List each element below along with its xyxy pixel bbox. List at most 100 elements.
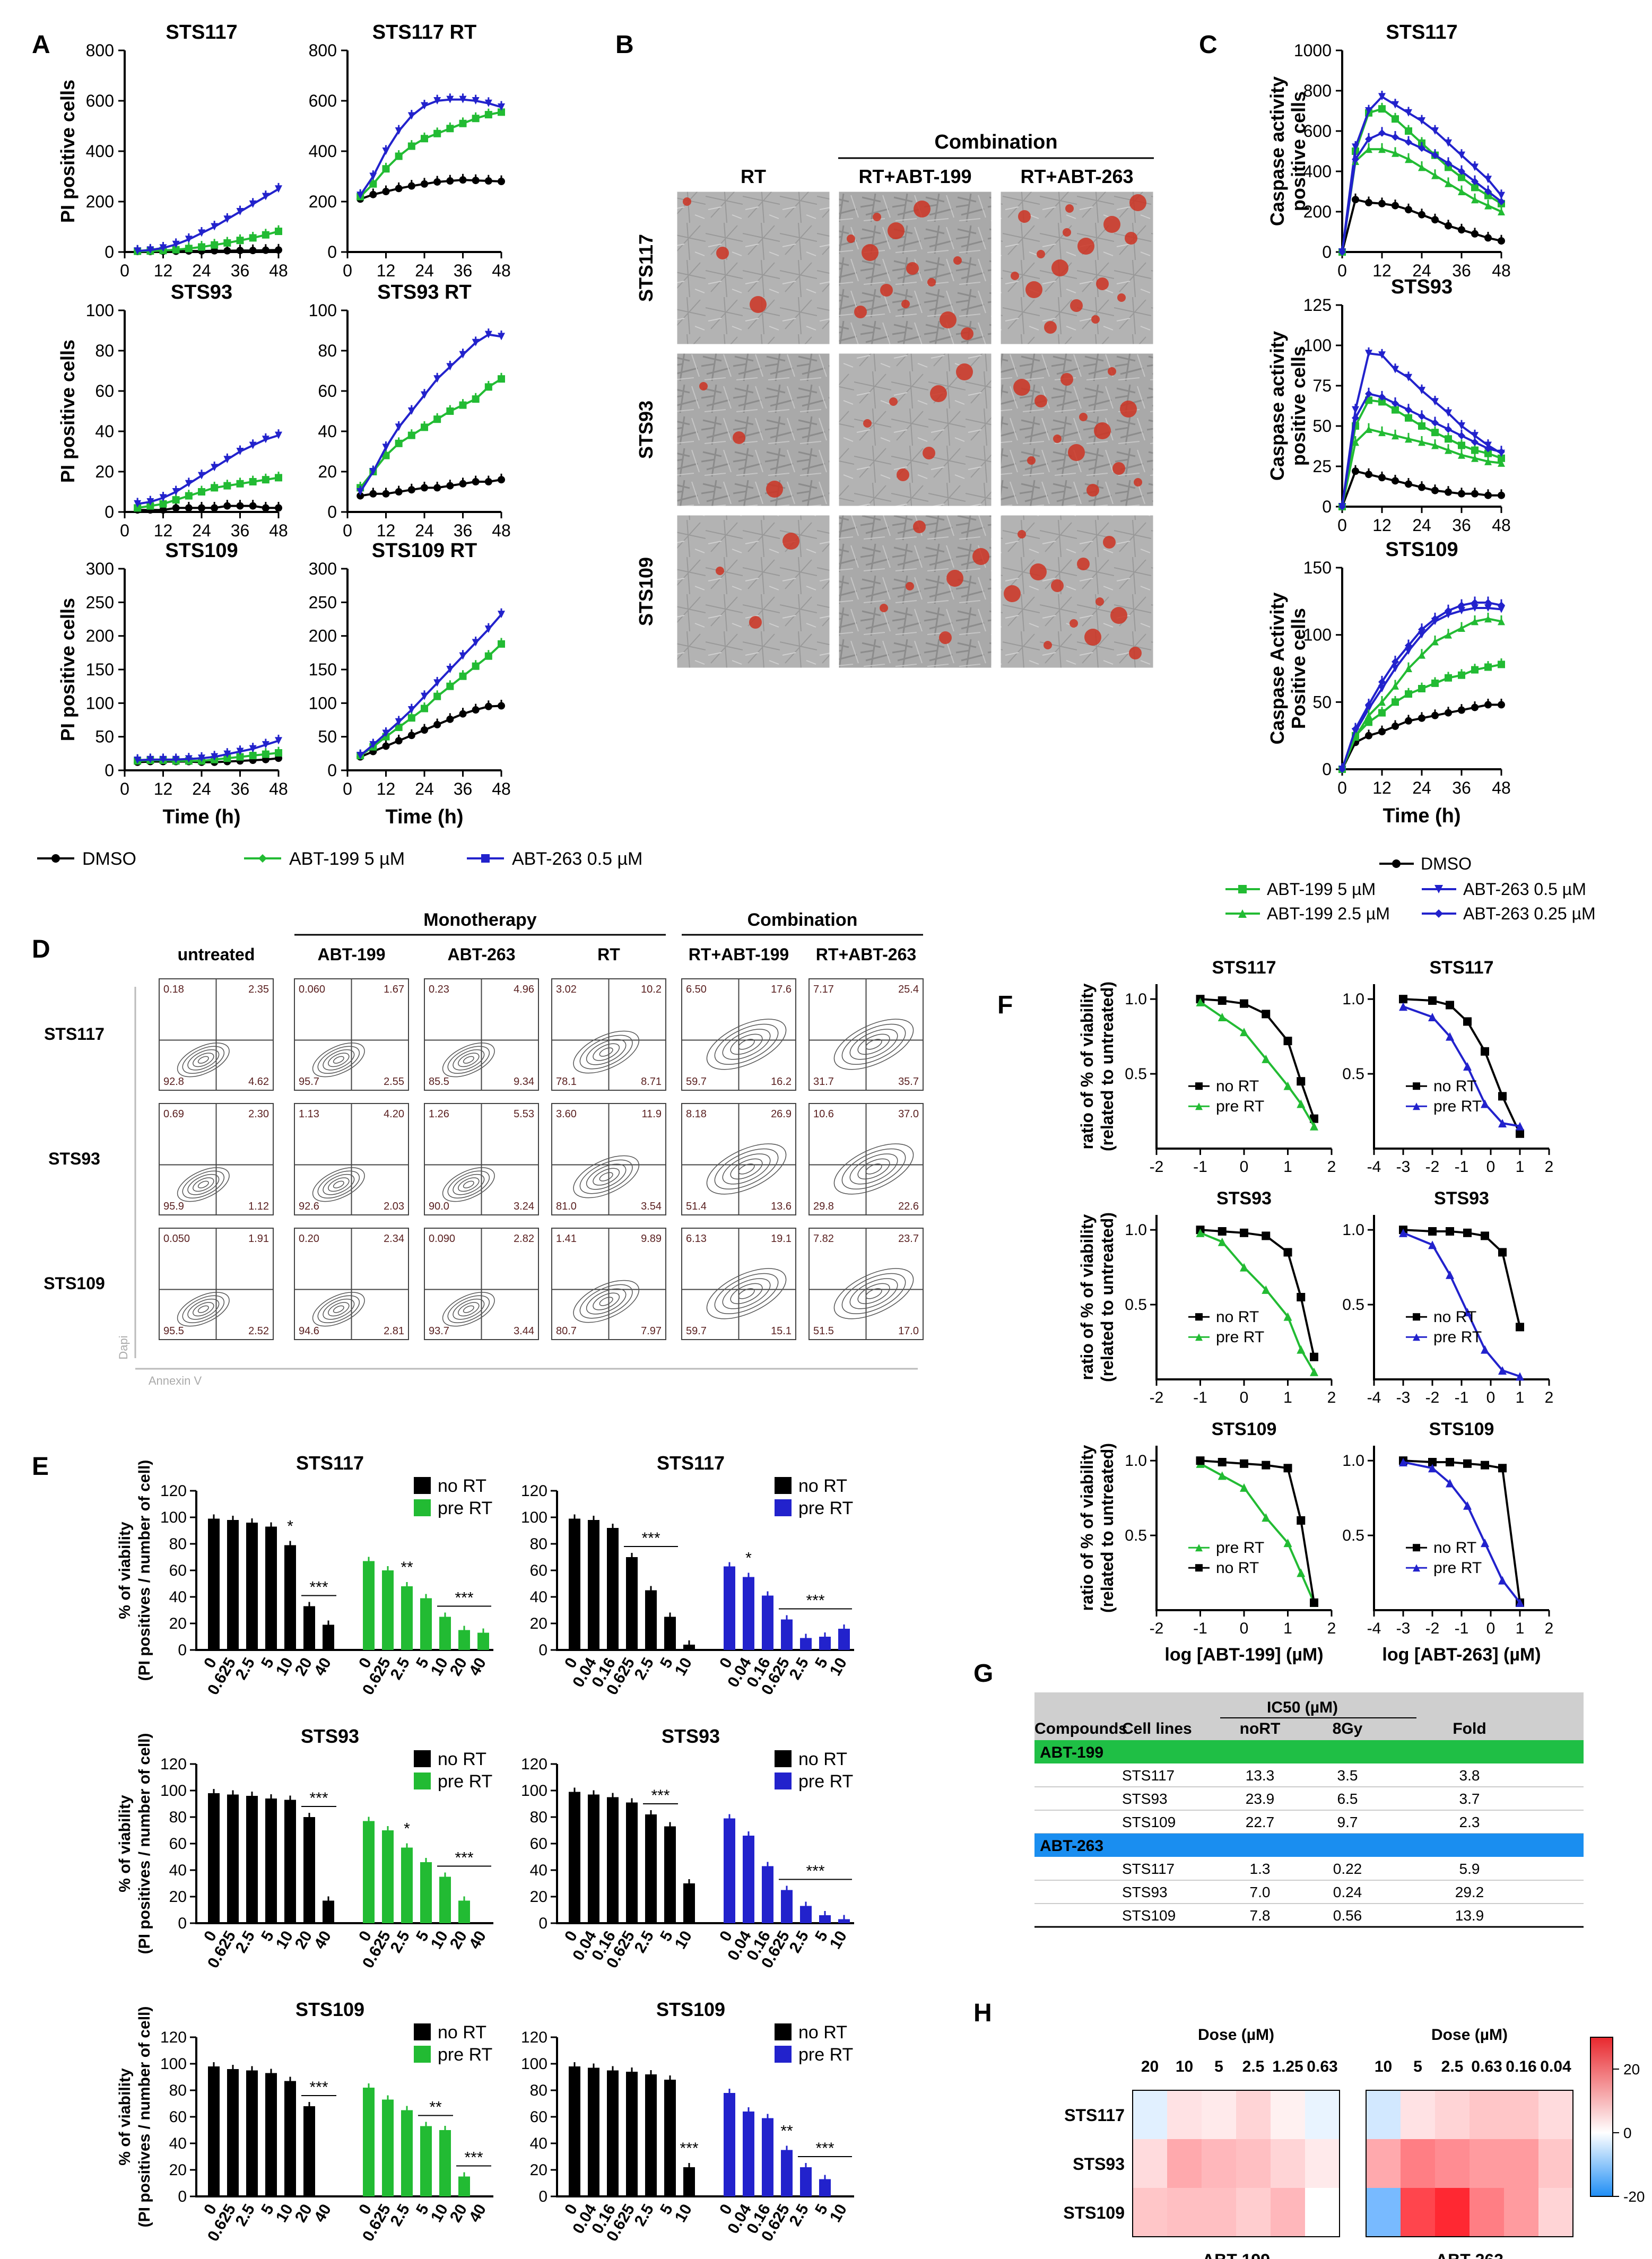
table-header-cell: 8Gy (1333, 1720, 1363, 1737)
table-cell: STS93 (1122, 1791, 1168, 1807)
data-point (472, 97, 480, 105)
data-point (498, 333, 505, 341)
table-header-cell: Cell lines (1122, 1720, 1192, 1737)
data-point (1484, 202, 1492, 210)
y-tick-label: 0 (105, 761, 114, 780)
y-axis-label: (PI positives / number of cell) (136, 1460, 153, 1681)
contour (706, 1268, 787, 1319)
y-tick-label: 40 (95, 422, 114, 441)
quadrant-value: 81.0 (556, 1201, 577, 1212)
y-tick-label: 100 (309, 693, 337, 713)
data-point (223, 247, 231, 255)
x-tick-label: -1 (1455, 1389, 1469, 1406)
row-label: STS93 (48, 1149, 100, 1168)
heatmap-dose: 5 (1214, 2058, 1223, 2075)
dose-response-chart: 0.5 1.0 -4 -3 -2 -1 0 1 2 STS109 log [ABT-263] (µM… (1342, 1419, 1553, 1665)
data-point (1365, 390, 1372, 398)
data-point (223, 456, 231, 464)
y-tick-label: 0 (105, 242, 114, 262)
x-tick-label: 2.5 (387, 2201, 413, 2229)
quadrant-value: 0.20 (299, 1233, 319, 1245)
red-cell (1070, 299, 1083, 312)
data-point (1352, 406, 1359, 414)
data-point (369, 180, 377, 188)
bar (265, 1526, 277, 1650)
bar (838, 1629, 850, 1650)
panel-letter: G (973, 1660, 993, 1688)
bar (208, 2066, 220, 2196)
contour (323, 1049, 355, 1071)
x-tick-label: 40 (466, 1655, 490, 1679)
data-point (236, 448, 244, 455)
data-point (446, 666, 454, 673)
data-point (1365, 198, 1372, 206)
data-point (1463, 1459, 1472, 1468)
quadrant-value: 2.55 (384, 1076, 404, 1088)
contour (706, 1143, 787, 1195)
data-point (185, 504, 193, 512)
data-point (1431, 216, 1439, 224)
axis (124, 569, 279, 771)
column-label: ABT-199 (317, 945, 385, 964)
data-point (1405, 480, 1412, 488)
x-tick-label: 36 (454, 779, 473, 798)
contour (463, 1056, 474, 1064)
series-line (137, 188, 280, 253)
data-point (1431, 429, 1439, 437)
data-point (146, 755, 154, 763)
panel-letter: E (32, 1453, 49, 1481)
quadrant-value: 1.41 (556, 1233, 577, 1245)
series-line (137, 505, 279, 511)
table-cell: 0.56 (1333, 1907, 1362, 1924)
data-point (1262, 1513, 1271, 1522)
contour (328, 1302, 350, 1317)
x-tick-label: 0 (1240, 1620, 1249, 1637)
data-point (211, 241, 219, 249)
bar (382, 1570, 394, 1650)
data-point (1445, 409, 1452, 417)
data-point (146, 246, 154, 254)
quadrant-value: 7.97 (641, 1325, 662, 1337)
table-header-cell: Compounds (1034, 1720, 1127, 1737)
data-point (223, 754, 231, 762)
data-point (1283, 1464, 1292, 1473)
y-axis-label: PI positive cells (57, 80, 79, 223)
line-chart: 0 50 100 150 200 250 300 0 12 24 36 48 STS109 RT Time… (309, 540, 511, 828)
legend-label: no RT (1433, 1308, 1476, 1326)
x-tick-label: 2.5 (786, 1655, 812, 1683)
x-tick-label: 48 (492, 261, 511, 280)
x-tick-label: 2.5 (387, 1655, 413, 1683)
data-point (1428, 1013, 1437, 1021)
data-point (1498, 1576, 1507, 1585)
bar (420, 1862, 432, 1923)
y-tick-label: 80 (169, 2082, 187, 2099)
data-point (1481, 1461, 1489, 1470)
data-point (275, 737, 282, 745)
data-point (484, 478, 492, 485)
table-cell: STS93 (1122, 1884, 1168, 1900)
data-point (1471, 432, 1479, 440)
data-point (1405, 690, 1412, 698)
x-tick-label: -4 (1367, 1158, 1381, 1176)
column-label: RT+ABT-263 (1020, 166, 1133, 187)
data-point (407, 407, 415, 415)
quadrant-value: 59.7 (686, 1325, 707, 1337)
red-cell (880, 604, 888, 612)
micrograph-grid: Combination RT RT+ABT-199 RT+ABT-263 STS117 S… (635, 131, 1155, 670)
x-tick-label: 12 (154, 521, 173, 540)
chart-title: STS93 (1216, 1188, 1272, 1209)
data-point (1516, 1122, 1524, 1131)
contour (573, 1030, 640, 1074)
red-cell (906, 582, 914, 590)
data-point (484, 177, 492, 185)
quadrant-value: 2.52 (248, 1325, 269, 1337)
quadrant-value: 9.34 (514, 1076, 534, 1088)
contour (579, 1284, 633, 1319)
red-cell (972, 548, 989, 565)
y-axis-label: (related to untreated) (1098, 1212, 1117, 1382)
x-tick-label: 12 (1372, 261, 1392, 280)
contour (706, 1019, 787, 1070)
data-point (185, 236, 193, 244)
heatmap-dose: 0.04 (1540, 2058, 1571, 2075)
